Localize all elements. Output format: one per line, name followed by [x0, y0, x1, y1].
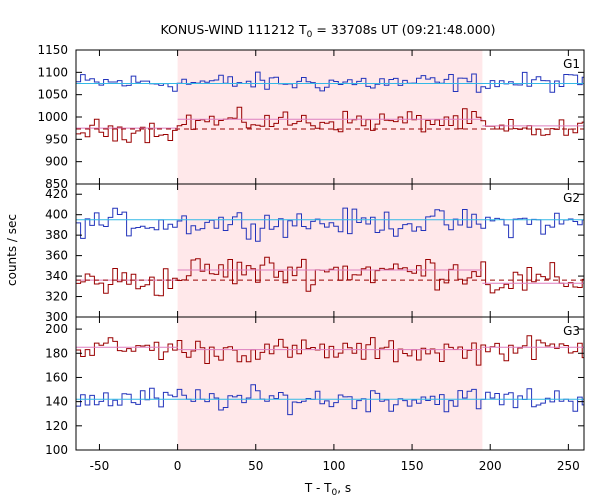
x-tick-label: 50 — [248, 459, 263, 473]
red-count-series — [76, 256, 584, 297]
x-tick-label: 0 — [174, 459, 182, 473]
panel-frame — [75, 316, 585, 451]
blue-count-series — [76, 384, 584, 416]
x-tick-label: 150 — [401, 459, 424, 473]
x-axis-label: T - T0, s — [304, 481, 351, 498]
y-tick-label: 950 — [45, 132, 68, 146]
red-count-series — [76, 106, 584, 144]
red-count-series — [76, 335, 584, 366]
panel-label: G2 — [563, 191, 580, 205]
y-tick-label: 1000 — [37, 110, 68, 124]
y-axis-label: counts / sec — [5, 214, 19, 286]
x-tick-label: 100 — [322, 459, 345, 473]
y-tick-label: 200 — [45, 322, 68, 336]
y-tick-label: 120 — [45, 419, 68, 433]
y-tick-label: 1050 — [37, 88, 68, 102]
panel-g1: 850 900 950 1000 1050 1100 1150 G1 — [37, 43, 585, 191]
x-tick-label: -50 — [90, 459, 110, 473]
y-tick-label: 400 — [45, 208, 68, 222]
y-tick-label: 360 — [45, 249, 68, 263]
chart-panels: 8509009501000105011001150G13003203403603… — [37, 43, 585, 473]
y-tick-label: 380 — [45, 228, 68, 242]
y-tick-label: 100 — [45, 443, 68, 457]
y-tick-label: 160 — [45, 370, 68, 384]
panel-g2: 300 320 340 360 380 400 420 G2 — [45, 183, 585, 324]
burst-interval-highlight — [177, 50, 483, 184]
title-subscript: 0 — [307, 30, 313, 40]
y-tick-label: 340 — [45, 269, 68, 283]
y-tick-label: 1150 — [37, 43, 68, 57]
xlabel-subscript: 0 — [332, 488, 338, 498]
burst-interval-highlight — [177, 317, 483, 450]
chart-title: KONUS-WIND 111212 T0 = 33708s UT (09:21:… — [160, 22, 495, 40]
panel-label: G1 — [563, 57, 580, 71]
y-tick-label: 300 — [45, 310, 68, 324]
y-tick-label: 420 — [45, 187, 68, 201]
y-tick-label: 320 — [45, 290, 68, 304]
panel-label: G3 — [563, 324, 580, 338]
y-tick-label: 850 — [45, 177, 68, 191]
panel-g3: 100 120 140 160 180 200 G3 — [45, 316, 585, 457]
x-tick-label: 200 — [479, 459, 502, 473]
y-tick-label: 1100 — [37, 65, 68, 79]
y-tick-label: 180 — [45, 346, 68, 360]
y-tick-label: 140 — [45, 395, 68, 409]
burst-interval-highlight — [177, 184, 483, 317]
y-tick-label: 900 — [45, 155, 68, 169]
x-tick-label: 250 — [557, 459, 580, 473]
